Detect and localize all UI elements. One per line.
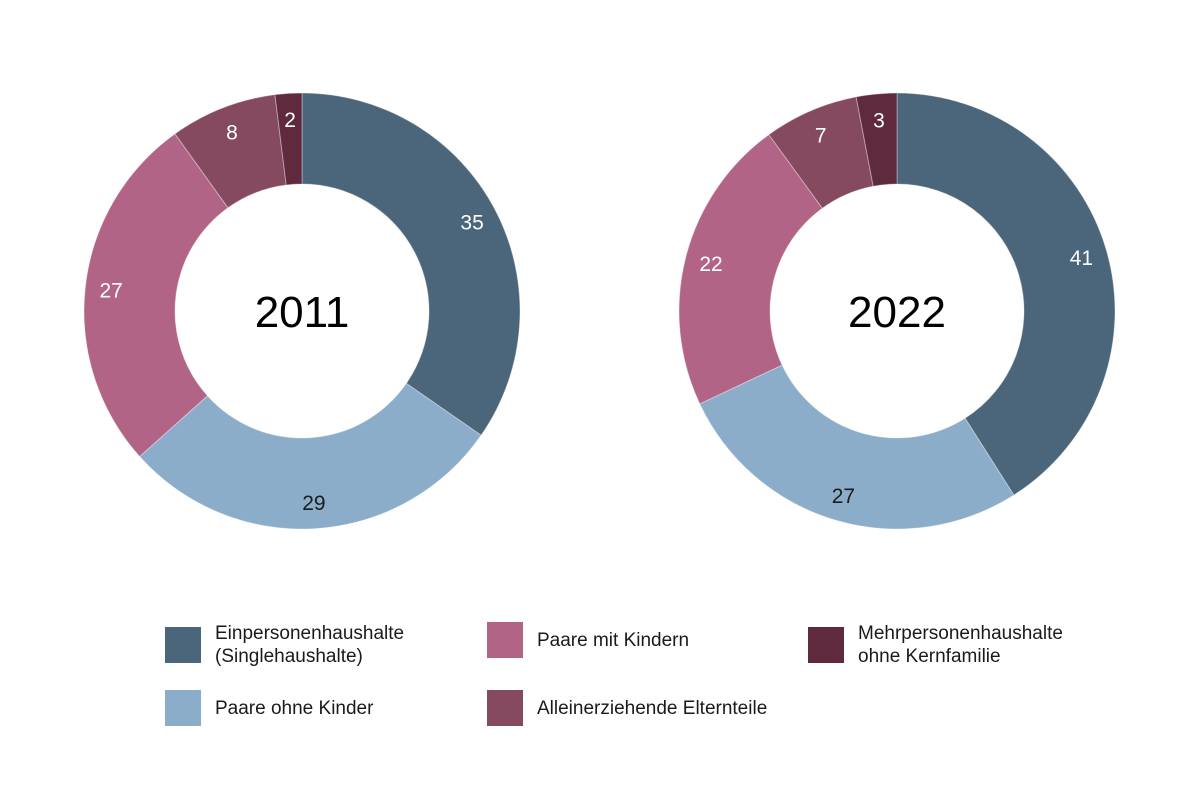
legend-label: Mehrpersonenhaushalte ohne Kernfamilie — [858, 623, 1063, 667]
legend-label: Paare mit Kindern — [537, 629, 690, 651]
donut-2011-segment-1 — [138, 382, 482, 530]
legend-swatch-paare-ohne-kinder — [165, 690, 201, 726]
donut-2022-value-label-1: 27 — [832, 485, 855, 508]
legend-swatch-einpersonenhaushalte — [165, 627, 201, 663]
legend-item-paare-ohne-kinder: Paare ohne Kinder — [165, 690, 373, 726]
legend-swatch-mehrpersonenhaushalte — [808, 627, 844, 663]
donut-2022-segment-4 — [855, 92, 898, 187]
donut-2011-value-label-0: 35 — [460, 211, 483, 234]
donut-svg-2022: 2022 41 27 22 7 3 — [678, 92, 1116, 530]
donut-2011-segment-3 — [174, 94, 287, 209]
legend-item-mehrpersonenhaushalte: Mehrpersonenhaushalte ohne Kernfamilie — [808, 622, 1063, 668]
legend-item-alleinerziehende: Alleinerziehende Elternteile — [487, 690, 767, 726]
donut-2022-value-label-2: 22 — [699, 253, 722, 276]
legend-swatch-alleinerziehende — [487, 690, 523, 726]
donut-2011-center-year: 2011 — [255, 288, 350, 337]
donut-2022-segment-2 — [678, 133, 824, 405]
donut-2011-value-label-3: 8 — [226, 122, 238, 145]
donut-2022-segment-1 — [699, 364, 1015, 530]
legend-label: Paare ohne Kinder — [215, 697, 374, 719]
donut-2022-center-year: 2022 — [848, 288, 946, 337]
legend-swatch-paare-mit-kindern — [487, 622, 523, 658]
donut-2022-value-label-3: 7 — [815, 124, 827, 147]
donut-2022-segment-0 — [896, 92, 1116, 496]
donut-2022-value-label-4: 3 — [873, 109, 885, 132]
donut-2011-value-label-1: 29 — [302, 492, 325, 515]
donut-2011-value-label-4: 2 — [284, 109, 296, 132]
legend-item-paare-mit-kindern: Paare mit Kindern — [487, 622, 689, 658]
donut-chart-2022: 2022 41 27 22 7 3 — [677, 91, 1117, 531]
donut-2011-value-label-2: 27 — [99, 280, 122, 303]
donut-2011-segment-0 — [301, 92, 521, 436]
donut-2011-segment-4 — [274, 92, 303, 186]
legend-label: Einpersonenhaushalte (Singlehaushalte) — [215, 623, 405, 667]
legend-label: Alleinerziehende Elternteile — [537, 697, 768, 719]
donut-chart-2011: 2011 35 29 27 8 2 — [82, 91, 522, 531]
donut-2022-value-label-0: 41 — [1070, 247, 1093, 270]
legend-item-einpersonenhaushalte: Einpersonenhaushalte (Singlehaushalte) — [165, 622, 404, 668]
donut-svg-2011: 2011 35 29 27 8 2 — [83, 92, 521, 530]
donut-2011-segment-2 — [83, 133, 229, 458]
